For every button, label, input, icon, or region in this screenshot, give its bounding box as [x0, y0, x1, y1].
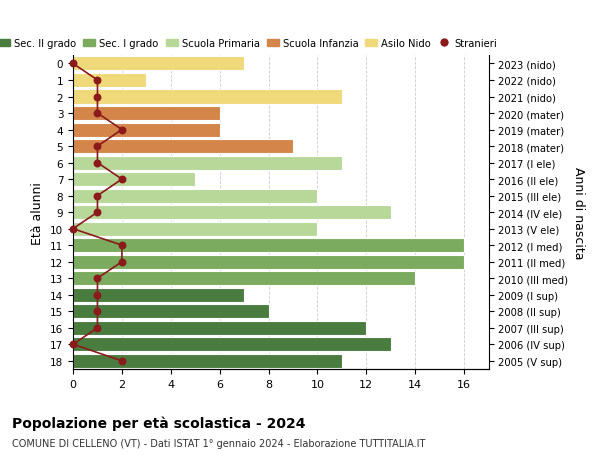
Point	[117, 258, 127, 266]
Bar	[73, 206, 391, 220]
Bar	[73, 272, 415, 285]
Point	[92, 110, 102, 118]
Point	[117, 358, 127, 365]
Point	[92, 143, 102, 151]
Bar	[73, 337, 391, 352]
Bar	[73, 90, 342, 104]
Bar	[73, 255, 464, 269]
Legend: Sec. II grado, Sec. I grado, Scuola Primaria, Scuola Infanzia, Asilo Nido, Stran: Sec. II grado, Sec. I grado, Scuola Prim…	[0, 34, 501, 52]
Bar	[73, 123, 220, 137]
Bar	[73, 140, 293, 154]
Bar	[73, 354, 342, 368]
Point	[92, 291, 102, 299]
Bar	[73, 288, 244, 302]
Bar	[73, 57, 244, 71]
Point	[68, 341, 78, 348]
Point	[117, 127, 127, 134]
Bar	[73, 305, 269, 319]
Point	[92, 192, 102, 200]
Point	[68, 225, 78, 233]
Bar	[73, 222, 317, 236]
Point	[117, 242, 127, 249]
Point	[92, 77, 102, 84]
Bar	[73, 189, 317, 203]
Point	[92, 325, 102, 332]
Bar	[73, 321, 367, 335]
Bar	[73, 156, 342, 170]
Point	[92, 209, 102, 216]
Bar	[73, 173, 195, 187]
Point	[92, 94, 102, 101]
Point	[92, 275, 102, 282]
Point	[92, 308, 102, 315]
Bar	[73, 239, 464, 252]
Point	[117, 176, 127, 184]
Bar	[73, 107, 220, 121]
Text: COMUNE DI CELLENO (VT) - Dati ISTAT 1° gennaio 2024 - Elaborazione TUTTITALIA.IT: COMUNE DI CELLENO (VT) - Dati ISTAT 1° g…	[12, 438, 425, 448]
Text: Popolazione per età scolastica - 2024: Popolazione per età scolastica - 2024	[12, 415, 305, 430]
Point	[92, 160, 102, 167]
Y-axis label: Età alunni: Età alunni	[31, 181, 44, 244]
Point	[68, 61, 78, 68]
Y-axis label: Anni di nascita: Anni di nascita	[572, 167, 585, 259]
Bar	[73, 74, 146, 88]
